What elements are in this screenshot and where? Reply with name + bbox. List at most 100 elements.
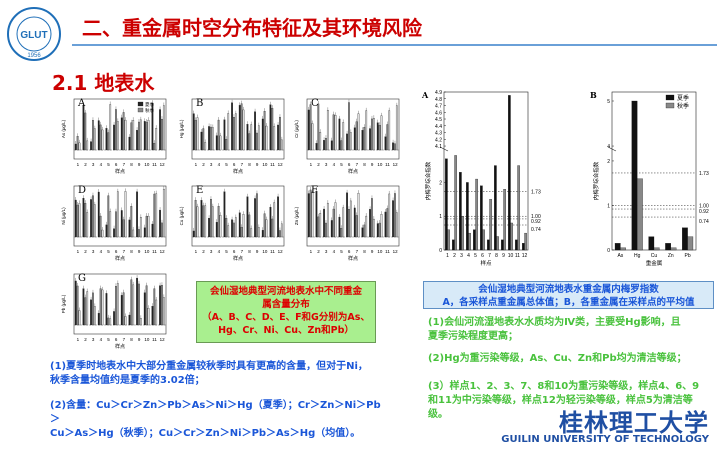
- caption-line-2: 属含量分布: [262, 299, 310, 310]
- y-tick-label: 4.2: [435, 137, 442, 143]
- small-bar: [240, 103, 243, 151]
- small-bar: [263, 213, 266, 238]
- small-bar: [357, 192, 360, 238]
- y-tick-label: 4.6: [435, 110, 442, 116]
- small-bar: [210, 126, 212, 151]
- small-bar: [115, 286, 117, 326]
- bar-summer: [665, 243, 671, 251]
- small-bar: [357, 113, 360, 151]
- small-bar: [223, 191, 226, 238]
- x-tick-label: 5: [225, 249, 228, 254]
- legend-label: 秋季: [145, 107, 154, 114]
- right-note-2-line-1: (2)Hg为重污染等级，As、Cu、Zn和Pb均为清洁等级；: [428, 353, 687, 364]
- small-bar: [153, 143, 156, 151]
- x-tick-label: 9: [138, 337, 141, 342]
- reference-label: 1.73: [531, 190, 541, 196]
- slide-title: 二、重金属时空分布特征及其环境风险: [82, 16, 422, 40]
- small-bar: [311, 191, 314, 238]
- left-note-2: (2)含量：Cu＞Cr＞Zn＞Pb＞As＞Ni＞Hg（夏季）；Cr＞Zn＞Ni＞…: [50, 399, 390, 441]
- small-bar: [231, 219, 233, 238]
- x-tick-label: 6: [481, 253, 484, 259]
- small-bar: [78, 203, 81, 238]
- bar-autumn: [637, 178, 643, 251]
- small-bar: [113, 228, 115, 238]
- small-bar: [369, 209, 371, 238]
- small-bar: [355, 121, 358, 151]
- small-bar: [386, 124, 389, 151]
- small-bar: [107, 132, 110, 151]
- x-tick-label: 12: [278, 162, 284, 167]
- x-tick-label: 8: [363, 162, 366, 167]
- university-seal-logo: GLUT 1956: [6, 6, 62, 62]
- small-bar: [277, 124, 279, 151]
- small-bar: [319, 132, 322, 151]
- x-tick-label: 10: [262, 249, 268, 254]
- x-tick-label: 1: [77, 337, 80, 342]
- x-tick-label: 5: [107, 249, 110, 254]
- x-tick-label: 5: [340, 162, 343, 167]
- small-bar: [280, 139, 283, 151]
- left-note-2-line-1: (2)含量：Cu＞Cr＞Zn＞Pb＞As＞Ni＞Hg（夏季）；Cr＞Zn＞Ni＞…: [50, 400, 381, 425]
- small-bar: [271, 107, 274, 151]
- right-note-3-line-2: 和11为中污染等级，样点12为轻污染等级，样点5为清洁等: [428, 395, 693, 406]
- small-bar: [192, 113, 195, 151]
- small-bar: [238, 105, 241, 151]
- small-bar: [200, 200, 203, 238]
- y-tick-label: 4.8: [435, 97, 442, 103]
- right-note-2: (2)Hg为重污染等级，As、Cu、Zn和Pb均为清洁等级；: [428, 352, 718, 366]
- footer-logo-cn: 桂林理工大学: [559, 408, 709, 437]
- small-bar: [250, 124, 253, 151]
- small-bar: [365, 215, 368, 238]
- panel-letter: B: [196, 98, 204, 109]
- bar-summer: [452, 239, 455, 251]
- legend-label: 夏季: [677, 94, 689, 102]
- bar-summer: [445, 158, 448, 251]
- x-tick-label: 3: [92, 162, 95, 167]
- small-bar: [323, 208, 325, 238]
- small-bar: [256, 193, 258, 238]
- small-bar: [338, 216, 341, 238]
- small-bar: [334, 202, 337, 238]
- small-bar: [340, 140, 343, 151]
- x-tick-label: 4: [218, 162, 221, 167]
- small-bar: [365, 110, 368, 151]
- y-tick-label: 0: [607, 248, 610, 254]
- small-bar: [250, 228, 253, 238]
- small-bar: [84, 112, 87, 151]
- small-bar: [130, 122, 133, 151]
- small-bar: [122, 219, 125, 238]
- x-tick-label: 8: [130, 249, 133, 254]
- small-bar: [86, 140, 89, 151]
- x-axis-label: 重金属: [646, 259, 663, 267]
- small-bar: [196, 117, 199, 151]
- nemerow-chart-b: B 0 1 2 4 5 1.73 1.000.92 0.74 As Hg Cu Zn Pb 重金属 内梅罗综合…: [590, 90, 709, 267]
- small-bar: [319, 213, 322, 238]
- bar-autumn: [447, 229, 450, 251]
- small-bar: [147, 215, 150, 238]
- small-bar: [338, 118, 341, 151]
- small-bar: [219, 215, 222, 238]
- small-bar: [202, 128, 205, 151]
- x-tick-label: As: [617, 253, 623, 259]
- small-bar: [246, 124, 249, 151]
- small-bar: [369, 128, 371, 151]
- x-tick-label: 7: [123, 162, 126, 167]
- bar-summer: [459, 172, 462, 251]
- small-bar: [325, 222, 327, 238]
- x-tick-label: 12: [393, 162, 399, 167]
- small-bar: [361, 130, 364, 151]
- panel-letter: F: [311, 185, 318, 196]
- x-tick-label: 10: [144, 249, 150, 254]
- bar-autumn: [468, 232, 471, 251]
- small-bar: [122, 112, 125, 151]
- x-tick-label: 9: [371, 162, 374, 167]
- small-bar: [346, 133, 348, 151]
- small-bar: [225, 139, 228, 151]
- small-bar: [246, 196, 249, 238]
- y-axis-label: As (μg/L): [61, 119, 66, 138]
- small-bar: [138, 283, 140, 326]
- x-tick-label: 11: [385, 162, 390, 167]
- small-bar: [116, 191, 119, 238]
